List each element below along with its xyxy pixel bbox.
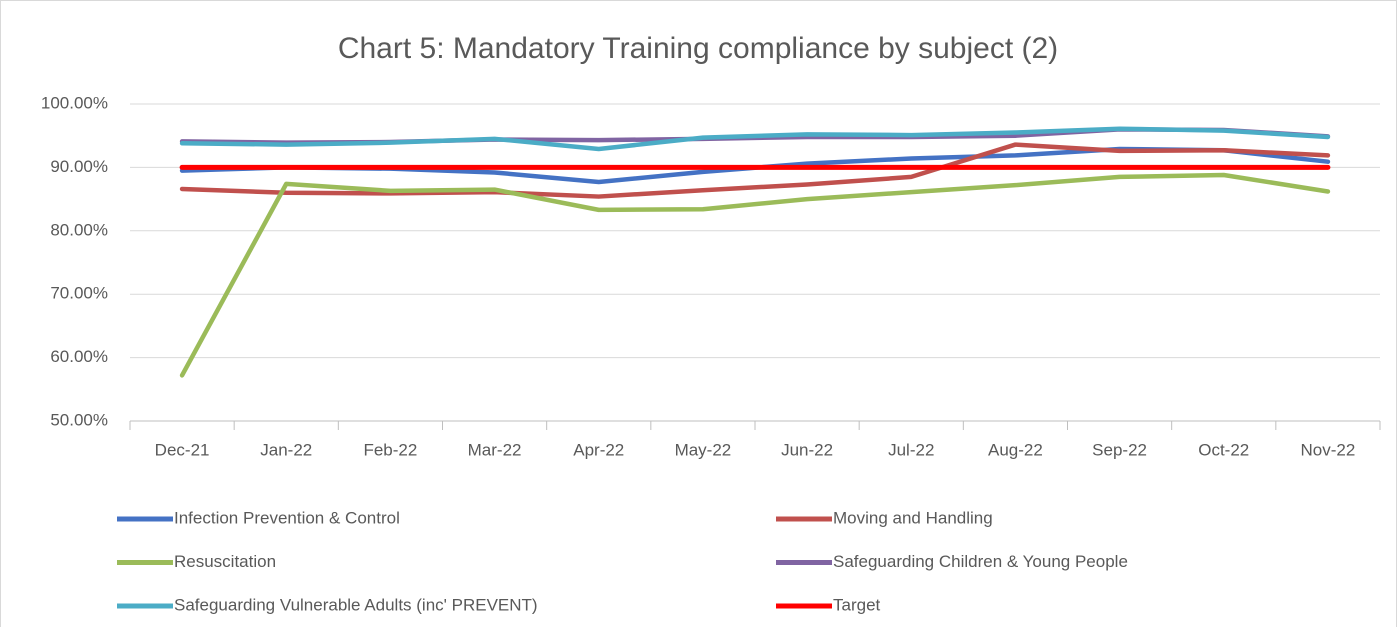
series-line [179, 126, 1331, 152]
x-tick-label: Aug-22 [988, 440, 1043, 459]
y-tick-label: 90.00% [50, 157, 108, 176]
x-tick-label: Apr-22 [573, 440, 624, 459]
x-tick-label: Jul-22 [888, 440, 934, 459]
x-tick-label: Jun-22 [781, 440, 833, 459]
legend-label: Infection Prevention & Control [174, 508, 400, 527]
legend-label: Target [833, 595, 881, 614]
legend-label: Resuscitation [174, 552, 276, 571]
y-tick-label: 50.00% [50, 410, 108, 429]
x-tick-label: May-22 [675, 440, 732, 459]
series-line [179, 172, 1331, 378]
legend-label: Safeguarding Vulnerable Adults (inc' PRE… [174, 595, 538, 614]
series-line [179, 142, 1331, 199]
y-tick-label: 100.00% [41, 93, 108, 112]
y-tick-label: 70.00% [50, 284, 108, 303]
chart-title: Chart 5: Mandatory Training compliance b… [338, 32, 1058, 65]
x-tick-label: Oct-22 [1198, 440, 1249, 459]
x-tick-label: Mar-22 [468, 440, 522, 459]
x-tick-label: Dec-21 [155, 440, 210, 459]
x-tick-label: Sep-22 [1092, 440, 1147, 459]
y-tick-label: 80.00% [50, 220, 108, 239]
legend-label: Safeguarding Children & Young People [833, 552, 1128, 571]
legend-label: Moving and Handling [833, 508, 993, 527]
y-tick-label: 60.00% [50, 347, 108, 366]
x-tick-label: Jan-22 [260, 440, 312, 459]
x-tick-label: Feb-22 [363, 440, 417, 459]
x-tick-label: Nov-22 [1301, 440, 1356, 459]
